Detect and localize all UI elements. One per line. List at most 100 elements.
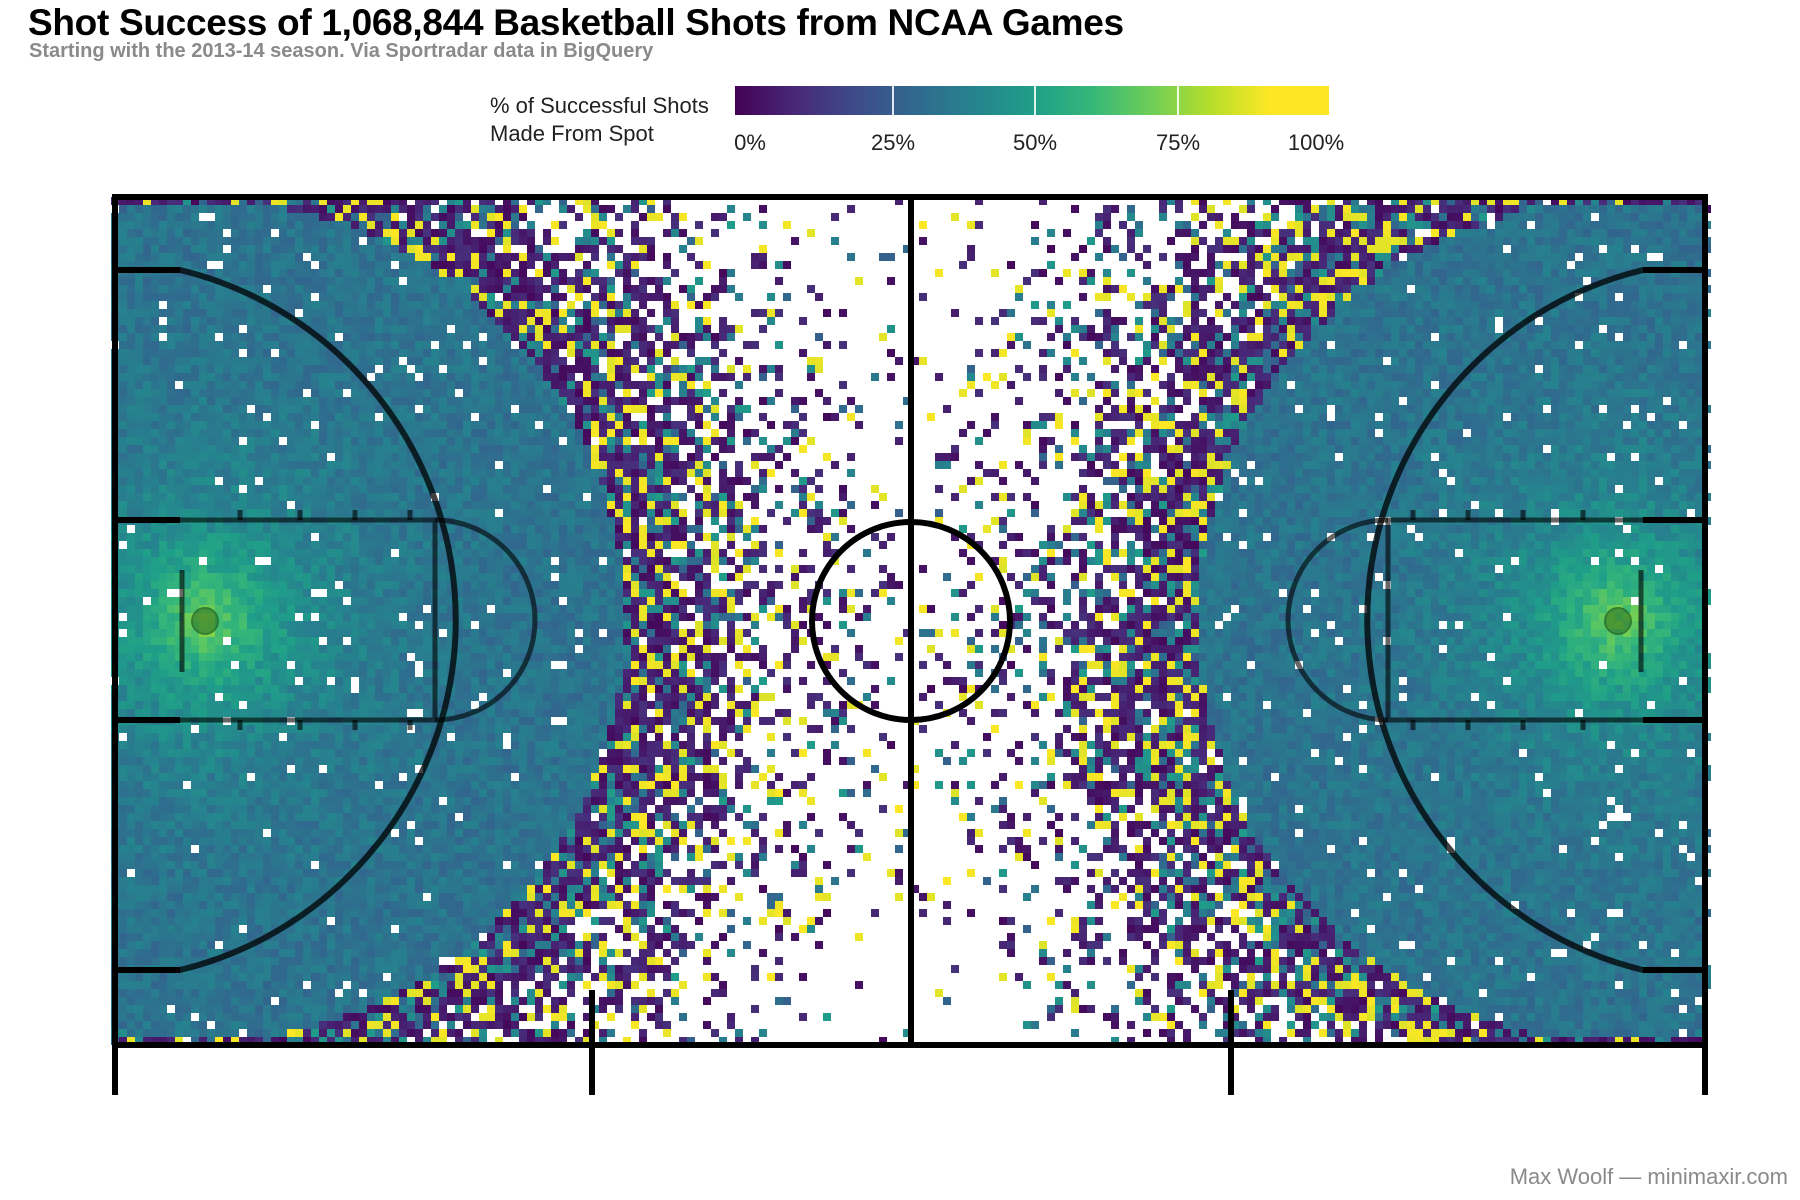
heatmap-cell: [319, 821, 327, 829]
heatmap-cell: [247, 621, 255, 629]
heatmap-cell: [319, 797, 327, 805]
heatmap-cell: [231, 605, 239, 613]
heatmap-cell: [319, 901, 327, 909]
heatmap-cell: [407, 533, 415, 541]
heatmap-cell: [151, 413, 159, 421]
heatmap-cell: [143, 645, 151, 653]
heatmap-cell: [191, 309, 199, 317]
heatmap-cell: [335, 453, 343, 461]
heatmap-cell: [247, 429, 255, 437]
heatmap-cell: [439, 725, 447, 733]
heatmap-cell: [143, 789, 151, 797]
heatmap-cell: [231, 725, 239, 733]
heatmap-cell: [199, 1005, 207, 1013]
heatmap-cell: [183, 317, 191, 325]
heatmap-cell: [119, 853, 127, 861]
heatmap-cell: [127, 509, 135, 517]
heatmap-cell: [263, 325, 271, 333]
heatmap-cell: [143, 1013, 151, 1021]
heatmap-cell: [447, 821, 455, 829]
heatmap-cell: [271, 877, 279, 885]
heatmap-cell: [471, 469, 479, 477]
heatmap-cell: [351, 469, 359, 477]
heatmap-cell: [487, 845, 495, 853]
heatmap-cell: [263, 357, 271, 365]
heatmap-cell: [271, 269, 279, 277]
heatmap-cell: [439, 253, 447, 261]
heatmap-cell: [127, 901, 135, 909]
heatmap-cell: [295, 301, 303, 309]
heatmap-cell: [175, 277, 183, 285]
heatmap-cell: [471, 669, 479, 677]
heatmap-cell: [199, 829, 207, 837]
heatmap-cell: [455, 645, 463, 653]
heatmap-cell: [359, 733, 367, 741]
heatmap-cell: [479, 269, 487, 277]
heatmap-cell: [119, 1029, 127, 1037]
heatmap-cell: [151, 509, 159, 517]
heatmap-cell: [351, 325, 359, 333]
heatmap-cell: [279, 997, 287, 1005]
heatmap-cell: [327, 261, 335, 269]
heatmap-cell: [367, 253, 375, 261]
heatmap-cell: [359, 197, 367, 205]
heatmap-cell: [191, 941, 199, 949]
heatmap-cell: [351, 693, 359, 701]
heatmap-cell: [367, 261, 375, 269]
heatmap-cell: [391, 805, 399, 813]
heatmap-cell: [303, 341, 311, 349]
heatmap-cell: [175, 349, 183, 357]
heatmap-cell: [495, 213, 503, 221]
heatmap-cell: [359, 677, 367, 685]
heatmap-cell: [143, 237, 151, 245]
heatmap-cell: [367, 293, 375, 301]
heatmap-cell: [287, 861, 295, 869]
heatmap-cell: [335, 397, 343, 405]
heatmap-cell: [231, 821, 239, 829]
heatmap-cell: [287, 645, 295, 653]
heatmap-cell: [391, 253, 399, 261]
heatmap-cell: [327, 621, 335, 629]
heatmap-cell: [287, 429, 295, 437]
heatmap-cell: [495, 373, 503, 381]
heatmap-cell: [247, 997, 255, 1005]
heatmap-cell: [143, 669, 151, 677]
heatmap-cell: [159, 925, 167, 933]
heatmap-cell: [183, 557, 191, 565]
heatmap-cell: [415, 389, 423, 397]
heatmap-cell: [439, 853, 447, 861]
heatmap-cell: [375, 557, 383, 565]
heatmap-cell: [191, 445, 199, 453]
heatmap-cell: [303, 1013, 311, 1021]
heatmap-cell: [199, 221, 207, 229]
heatmap-cell: [439, 477, 447, 485]
heatmap-cell: [199, 989, 207, 997]
heatmap-cell: [359, 765, 367, 773]
heatmap-cell: [135, 973, 143, 981]
heatmap-cell: [127, 981, 135, 989]
heatmap-cell: [151, 845, 159, 853]
heatmap-cell: [151, 453, 159, 461]
heatmap-cell: [231, 333, 239, 341]
heatmap-cell: [367, 269, 375, 277]
heatmap-cell: [311, 893, 319, 901]
heatmap-cell: [351, 613, 359, 621]
heatmap-cell: [255, 445, 263, 453]
heatmap-cell: [183, 789, 191, 797]
heatmap-cell: [359, 421, 367, 429]
heatmap-cell: [343, 893, 351, 901]
heatmap-cell: [471, 309, 479, 317]
heatmap-cell: [231, 885, 239, 893]
heatmap-cell: [439, 781, 447, 789]
heatmap-cell: [239, 1013, 247, 1021]
heatmap-cell: [247, 493, 255, 501]
heatmap-cell: [215, 365, 223, 373]
heatmap-cell: [295, 589, 303, 597]
heatmap-cell: [359, 285, 367, 293]
heatmap-cell: [471, 589, 479, 597]
heatmap-cell: [447, 461, 455, 469]
heatmap-cell: [295, 349, 303, 357]
heatmap-cell: [159, 309, 167, 317]
heatmap-cell: [407, 797, 415, 805]
heatmap-cell: [167, 621, 175, 629]
